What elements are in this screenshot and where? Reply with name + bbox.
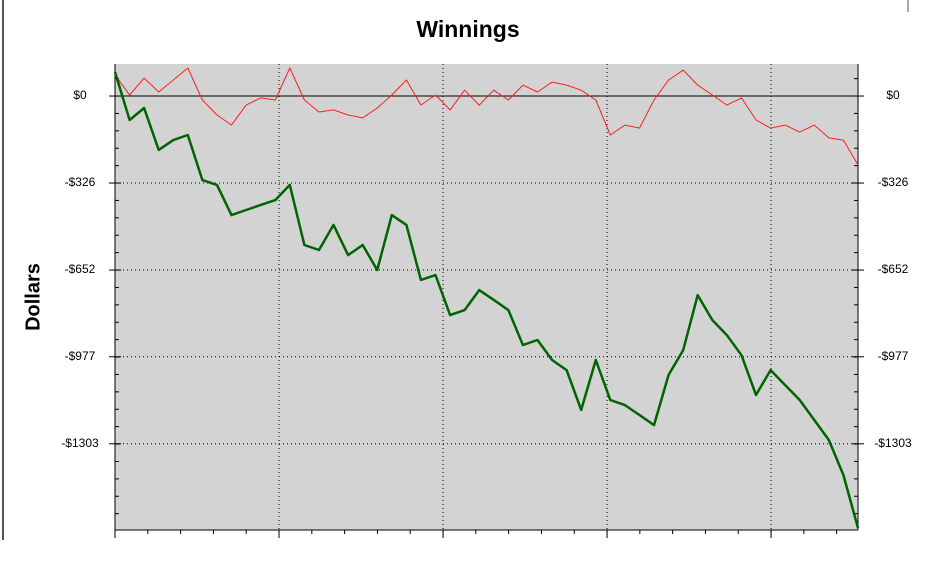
y-axis-label: Dollars — [22, 263, 44, 331]
series-line — [113, 71, 860, 529]
plot-area — [115, 64, 858, 530]
y2-tick-label: -$1303 — [874, 436, 912, 450]
y2-tick-label: $0 — [886, 88, 900, 102]
y-tick-label: $0 — [73, 88, 87, 102]
y-tick-label: -$652 — [65, 262, 96, 276]
chart-title: Winnings — [416, 16, 519, 42]
y2-tick-label: -$652 — [878, 262, 909, 276]
y-tick-label: -$1303 — [61, 436, 99, 450]
y-tick-label: -$977 — [65, 349, 96, 363]
y2-tick-label: -$977 — [878, 349, 909, 363]
series-line — [114, 67, 859, 166]
y-tick-label: -$326 — [65, 175, 96, 189]
y2-tick-label: -$326 — [878, 175, 909, 189]
